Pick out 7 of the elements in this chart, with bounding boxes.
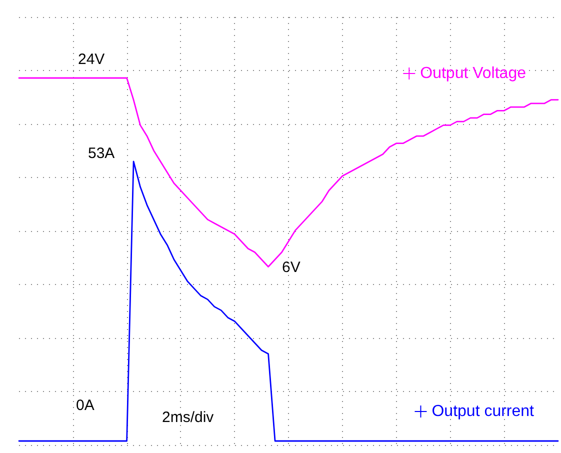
- annotation: 0A: [76, 397, 94, 414]
- annotation: 53A: [88, 145, 115, 162]
- annotation: 2ms/div: [162, 409, 214, 426]
- legend-label: Output Voltage: [420, 65, 526, 82]
- annotation: 6V: [282, 259, 300, 276]
- legend-label: Output current: [432, 403, 535, 420]
- text: 24V: [78, 51, 105, 68]
